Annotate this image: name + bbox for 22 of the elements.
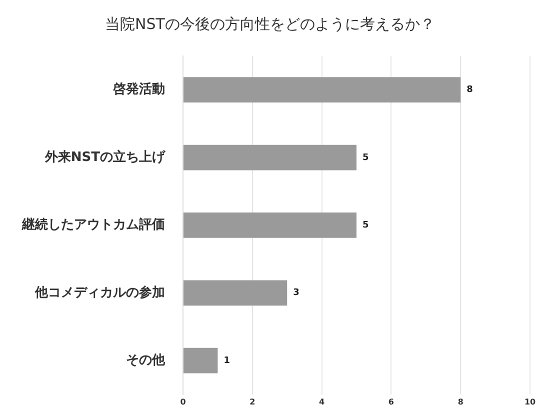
y-tick-label: その他: [126, 352, 166, 368]
x-tick-label: 0: [180, 397, 186, 406]
y-tick-label: 継続したアウトカム評価: [21, 216, 165, 233]
data-label: 5: [362, 220, 369, 231]
bar: [184, 144, 356, 170]
bar: [184, 280, 288, 306]
y-tick-label: 外来NSTの立ち上げ: [44, 148, 166, 165]
bar: [184, 77, 461, 103]
bar: [184, 212, 356, 238]
x-tick-label: 10: [524, 397, 536, 406]
x-tick-label: 4: [319, 397, 326, 406]
x-tick-label: 8: [458, 397, 464, 406]
data-label: 3: [293, 288, 300, 298]
y-tick-label: 他コメディカルの参加: [34, 284, 165, 300]
y-tick-label: 啓発活動: [112, 82, 165, 98]
data-label: 1: [224, 356, 230, 366]
x-tick-label: 6: [388, 397, 394, 406]
data-label: 5: [362, 152, 369, 163]
data-label: 8: [466, 85, 473, 96]
x-tick-label: 2: [250, 397, 256, 406]
bar: [184, 348, 218, 374]
chart-title: 当院NSTの今後の方向性をどのように考えるか？: [105, 14, 435, 33]
